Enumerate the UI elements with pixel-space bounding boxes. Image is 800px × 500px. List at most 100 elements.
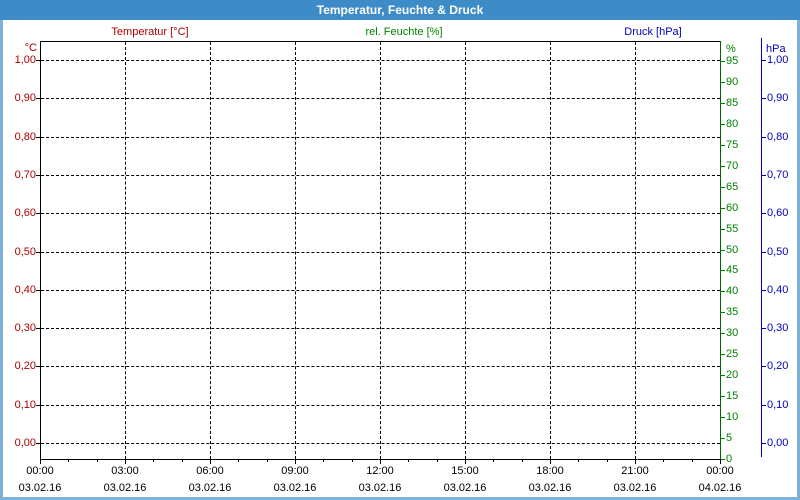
time-tick-label: 09:00 bbox=[281, 465, 309, 477]
pressure-tick-label: 0,00 bbox=[767, 437, 789, 449]
humidity-axis-tick bbox=[720, 229, 725, 230]
humidity-axis-tick bbox=[720, 208, 725, 209]
humidity-axis-tick bbox=[720, 312, 725, 313]
humidity-unit-label: % bbox=[726, 43, 736, 55]
time-axis-major-tick bbox=[380, 459, 381, 464]
humidity-axis-tick bbox=[720, 82, 725, 83]
time-axis-minor-tick bbox=[352, 459, 353, 462]
date-tick-label: 03.02.16 bbox=[103, 482, 147, 494]
time-tick-label: 06:00 bbox=[196, 465, 224, 477]
pressure-tick-label: 0,50 bbox=[767, 246, 789, 258]
pressure-axis-tick bbox=[761, 252, 766, 253]
pressure-tick-label: 0,40 bbox=[767, 284, 789, 296]
time-axis-minor-tick bbox=[493, 459, 494, 462]
time-axis-minor-tick bbox=[578, 459, 579, 462]
temperature-axis-title: Temperatur [°C] bbox=[111, 26, 189, 38]
time-axis-minor-tick bbox=[153, 459, 154, 462]
humidity-tick-label: 0 bbox=[726, 453, 733, 465]
gridline-vertical bbox=[635, 42, 636, 459]
pressure-tick-label: 0,20 bbox=[767, 360, 789, 372]
time-axis-major-tick bbox=[210, 459, 211, 464]
temperature-axis-tick bbox=[36, 443, 40, 444]
pressure-axis-tick bbox=[761, 175, 766, 176]
pressure-axis-tick bbox=[761, 366, 766, 367]
date-tick-label: 04.02.16 bbox=[698, 482, 742, 494]
humidity-tick-label: 15 bbox=[726, 390, 739, 402]
time-axis-major-tick bbox=[635, 459, 636, 464]
temperature-tick-label: 0,40 bbox=[14, 284, 36, 296]
humidity-axis-tick bbox=[720, 333, 725, 334]
temperature-tick-label: 0,70 bbox=[14, 169, 36, 181]
time-axis-minor-tick bbox=[437, 459, 438, 462]
humidity-axis-tick bbox=[720, 61, 725, 62]
temperature-axis-tick bbox=[36, 98, 40, 99]
humidity-axis-tick bbox=[720, 270, 725, 271]
humidity-axis-tick bbox=[720, 187, 725, 188]
temperature-tick-label: 0,30 bbox=[14, 322, 36, 334]
temperature-axis-tick bbox=[36, 60, 40, 61]
time-axis-minor-tick bbox=[323, 459, 324, 462]
temperature-axis-line bbox=[40, 41, 41, 460]
temperature-axis-tick bbox=[36, 175, 40, 176]
humidity-axis-tick bbox=[720, 124, 725, 125]
humidity-tick-label: 25 bbox=[726, 348, 739, 360]
temperature-tick-label: 0,90 bbox=[14, 92, 36, 104]
temperature-axis-tick bbox=[36, 328, 40, 329]
pressure-tick-label: 0,60 bbox=[767, 207, 789, 219]
humidity-tick-label: 20 bbox=[726, 369, 739, 381]
time-tick-label: 21:00 bbox=[621, 465, 649, 477]
humidity-axis-tick bbox=[720, 103, 725, 104]
humidity-axis-tick bbox=[720, 396, 725, 397]
time-axis-minor-tick bbox=[182, 459, 183, 462]
humidity-tick-label: 65 bbox=[726, 181, 739, 193]
pressure-axis-line bbox=[761, 38, 762, 457]
time-axis-minor-tick bbox=[607, 459, 608, 462]
time-axis-major-tick bbox=[40, 459, 41, 464]
time-axis-minor-tick bbox=[267, 459, 268, 462]
time-tick-label: 00:00 bbox=[706, 465, 734, 477]
humidity-axis-title: rel. Feuchte [%] bbox=[365, 26, 443, 38]
date-tick-label: 03.02.16 bbox=[528, 482, 572, 494]
humidity-tick-label: 45 bbox=[726, 264, 739, 276]
humidity-tick-label: 5 bbox=[726, 432, 733, 444]
date-tick-label: 03.02.16 bbox=[443, 482, 487, 494]
pressure-tick-label: 0,90 bbox=[767, 92, 789, 104]
humidity-tick-label: 30 bbox=[726, 327, 739, 339]
pressure-axis-tick bbox=[761, 137, 766, 138]
temperature-axis-tick bbox=[36, 213, 40, 214]
gridline-vertical bbox=[295, 42, 296, 459]
gridline-vertical bbox=[550, 42, 551, 459]
temperature-tick-label: 0,80 bbox=[14, 131, 36, 143]
time-tick-label: 18:00 bbox=[536, 465, 564, 477]
temperature-tick-label: 0,20 bbox=[14, 360, 36, 372]
humidity-axis-tick bbox=[720, 438, 725, 439]
humidity-tick-label: 90 bbox=[726, 76, 739, 88]
gridline-vertical bbox=[465, 42, 466, 459]
date-tick-label: 03.02.16 bbox=[358, 482, 402, 494]
date-tick-label: 03.02.16 bbox=[18, 482, 62, 494]
humidity-axis-tick bbox=[720, 459, 725, 460]
time-axis-major-tick bbox=[550, 459, 551, 464]
temperature-axis-tick bbox=[36, 405, 40, 406]
time-axis-minor-tick bbox=[68, 459, 69, 462]
frame-border-left bbox=[0, 20, 3, 500]
time-tick-label: 15:00 bbox=[451, 465, 479, 477]
pressure-tick-label: 0,80 bbox=[767, 131, 789, 143]
time-axis-major-tick bbox=[720, 459, 721, 464]
humidity-axis-tick bbox=[720, 375, 725, 376]
temperature-tick-label: 0,00 bbox=[14, 437, 36, 449]
humidity-tick-label: 55 bbox=[726, 223, 739, 235]
pressure-tick-label: 1,00 bbox=[767, 54, 789, 66]
pressure-tick-label: 0,10 bbox=[767, 399, 789, 411]
time-axis-major-tick bbox=[125, 459, 126, 464]
gridline-vertical bbox=[210, 42, 211, 459]
temperature-tick-label: 0,10 bbox=[14, 399, 36, 411]
temperature-tick-label: 1,00 bbox=[14, 54, 36, 66]
pressure-axis-tick bbox=[761, 405, 766, 406]
gridline-vertical bbox=[125, 42, 126, 459]
date-tick-label: 03.02.16 bbox=[273, 482, 317, 494]
humidity-axis-tick bbox=[720, 166, 725, 167]
time-axis-minor-tick bbox=[97, 459, 98, 462]
pressure-axis-tick bbox=[761, 98, 766, 99]
